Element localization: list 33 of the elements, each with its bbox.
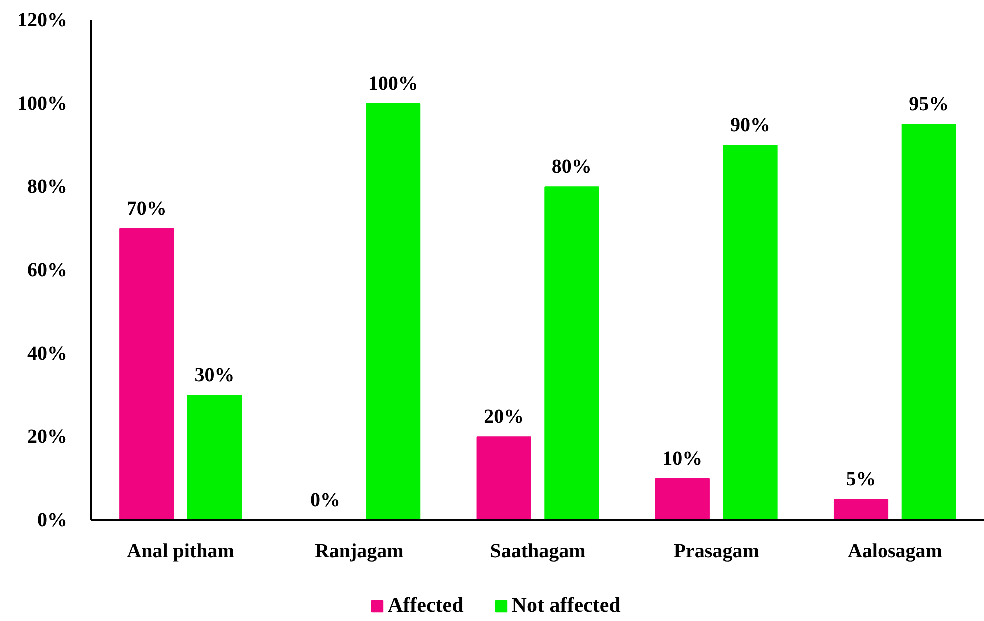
data-label: 80% — [552, 156, 592, 178]
x-tick-label: Saathagam — [490, 540, 586, 562]
bar — [476, 436, 532, 520]
y-tick-label: 60% — [28, 260, 68, 282]
data-label: 30% — [194, 364, 235, 386]
bar — [655, 478, 710, 520]
data-label: 10% — [662, 448, 703, 470]
data-label: 20% — [484, 406, 524, 428]
bar — [723, 145, 778, 520]
bar — [120, 228, 174, 520]
data-label: 95% — [909, 94, 950, 116]
data-label: 90% — [730, 114, 771, 136]
data-label: 70% — [126, 198, 167, 220]
y-tick-label: 40% — [28, 342, 68, 365]
y-tick-label: 20% — [28, 426, 68, 448]
y-tick-label: 0% — [38, 510, 68, 532]
x-tick-label: Ranjagam — [314, 540, 404, 562]
bar — [187, 395, 242, 520]
legend-label: Not affected — [512, 593, 621, 618]
x-tick-label: Prasagam — [674, 540, 760, 562]
bar — [834, 499, 889, 520]
data-label: 100% — [368, 72, 418, 95]
x-tick-label: Anal pitham — [127, 540, 235, 562]
bar — [366, 103, 421, 520]
y-tick-label: 100% — [18, 92, 68, 115]
y-tick-label: 80% — [28, 176, 68, 198]
y-tick-label: 120% — [18, 10, 68, 32]
legend-label: Affected — [388, 593, 464, 618]
x-tick-label: Aalosagam — [848, 540, 943, 562]
bar — [544, 186, 600, 520]
bar — [902, 124, 956, 520]
data-label: 0% — [310, 490, 340, 512]
data-label: 5% — [846, 468, 876, 491]
